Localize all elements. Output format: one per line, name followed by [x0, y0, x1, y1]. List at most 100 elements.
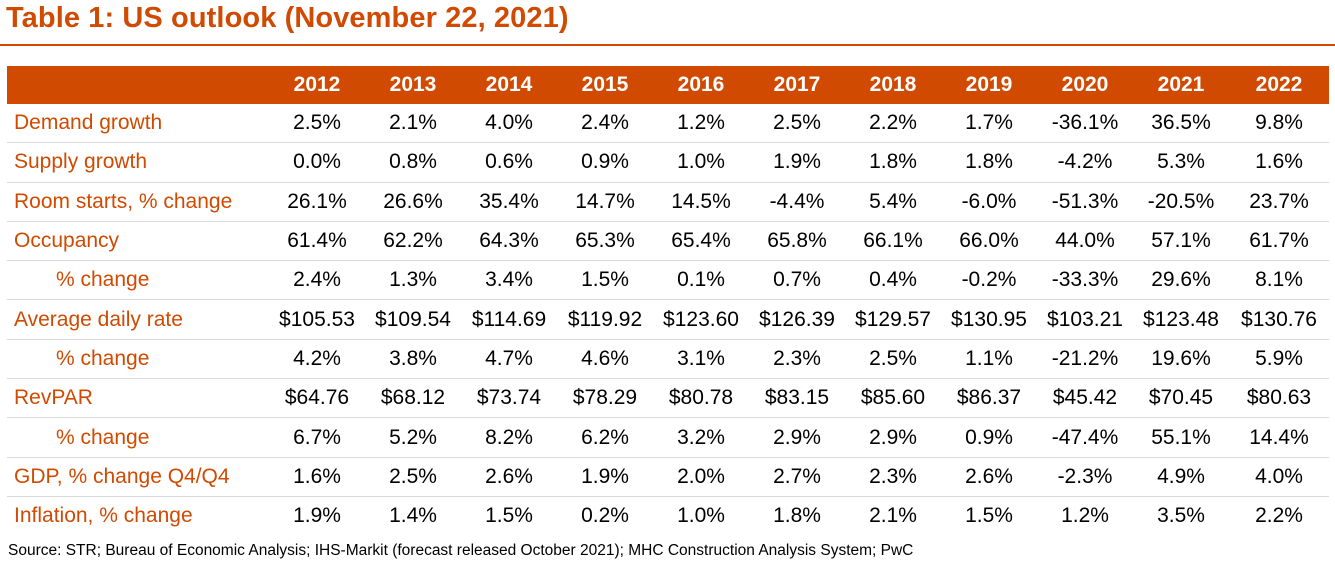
table-cell: $109.54 — [365, 299, 461, 340]
table-cell: 0.1% — [653, 260, 749, 301]
table-cell: 1.0% — [677, 504, 725, 528]
table-cell: 3.4% — [461, 260, 557, 301]
table-cell: 0.9% — [941, 417, 1037, 458]
table-cell: 26.6% — [365, 182, 461, 222]
table-cell: -20.5% — [1133, 182, 1229, 222]
table-cell: 1.9% — [557, 457, 653, 497]
table-cell: 5.9% — [1229, 339, 1329, 380]
table-cell: 1.1% — [941, 339, 1037, 380]
table-cell: -0.2% — [941, 260, 1037, 301]
table-cell: 14.7% — [557, 182, 653, 222]
table-row: Inflation, % change 1.9% 1.4% 1.5% 0.2% 1.0% 1… — [7, 496, 1329, 535]
table-cell: 2.9% — [845, 417, 941, 458]
row-label: Room starts, % change — [7, 182, 269, 222]
row-label: Supply growth — [7, 142, 269, 183]
table-cell: 3.1% — [653, 339, 749, 380]
table-cell: 1.4% — [389, 504, 437, 528]
table-cell: 4.7% — [461, 339, 557, 380]
table-cell: 0.0% — [269, 142, 365, 183]
table-cell: $123.48 — [1133, 299, 1229, 340]
table-cell: 1.7% — [941, 104, 1037, 144]
table-cell: 1.5% — [965, 504, 1013, 528]
row-label: % change — [7, 339, 269, 380]
table-cell: 36.5% — [1133, 104, 1229, 144]
table-cell: 2.1% — [365, 104, 461, 144]
table-cell: -51.3% — [1037, 182, 1133, 222]
row-label: GDP, % change Q4/Q4 — [7, 457, 269, 497]
table-cell: 62.2% — [365, 221, 461, 262]
source-note: Source: STR; Bureau of Economic Analysis… — [8, 542, 914, 559]
column-header-year: 2020 — [1037, 66, 1133, 104]
column-header-year: 2012 — [269, 66, 365, 104]
table-cell: 0.8% — [365, 142, 461, 183]
column-header-year: 2017 — [749, 66, 845, 104]
table-cell: 66.0% — [941, 221, 1037, 262]
column-header-year: 2022 — [1229, 66, 1329, 104]
table-cell: 6.7% — [269, 417, 365, 458]
table-cell: 2.5% — [365, 457, 461, 497]
table-cell: 1.0% — [653, 142, 749, 183]
table-cell: 26.1% — [269, 182, 365, 222]
table-cell: 0.9% — [557, 142, 653, 183]
table-cell: $119.92 — [557, 299, 653, 340]
table-cell: $85.60 — [845, 378, 941, 419]
table-cell: 0.2% — [581, 504, 629, 528]
table-cell: -21.2% — [1037, 339, 1133, 380]
table-cell: 8.2% — [461, 417, 557, 458]
table-row: Occupancy 61.4% 62.2% 64.3% 65.3% 65.4% 65.8% 6… — [7, 221, 1329, 262]
table-cell: 55.1% — [1133, 417, 1229, 458]
table-row: Supply growth 0.0% 0.8% 0.6% 0.9% 1.0% 1.9% 1.8… — [7, 142, 1329, 183]
table-cell: $103.21 — [1037, 299, 1133, 340]
table-cell: $80.63 — [1229, 378, 1329, 419]
table-row: Demand growth 2.5% 2.1% 4.0% 2.4% 1.2% 2.5% 2.2… — [7, 104, 1329, 144]
table-cell: $130.76 — [1229, 299, 1329, 340]
header-corner — [7, 66, 269, 104]
table-cell: 2.2% — [845, 104, 941, 144]
table-cell: $80.78 — [653, 378, 749, 419]
table-cell: 1.6% — [1229, 142, 1329, 183]
table-header-row: 2012 2013 2014 2015 2016 2017 2018 2019 2020 2021… — [7, 66, 1329, 104]
table-cell: $126.39 — [749, 299, 845, 340]
table-cell: 4.0% — [1229, 457, 1329, 497]
table-cell: 3.8% — [365, 339, 461, 380]
table-cell: 23.7% — [1229, 182, 1329, 222]
table-cell: 1.8% — [941, 142, 1037, 183]
us-outlook-table: 2012 2013 2014 2015 2016 2017 2018 2019 2020 2021… — [7, 66, 1329, 535]
table-cell: 5.3% — [1133, 142, 1229, 183]
table-cell: 2.6% — [941, 457, 1037, 497]
table-cell: 0.7% — [749, 260, 845, 301]
table-cell: $86.37 — [941, 378, 1037, 419]
table-cell: -4.4% — [749, 182, 845, 222]
table-cell: 65.4% — [653, 221, 749, 262]
table-cell: 2.2% — [1255, 504, 1303, 528]
table-cell: $123.60 — [653, 299, 749, 340]
table-cell: 29.6% — [1133, 260, 1229, 301]
row-label: Demand growth — [7, 104, 269, 144]
table-cell: 1.9% — [293, 504, 341, 528]
table-cell: 2.7% — [749, 457, 845, 497]
table-cell: 4.6% — [557, 339, 653, 380]
table-cell: -2.3% — [1037, 457, 1133, 497]
table-cell: $73.74 — [461, 378, 557, 419]
table-cell: 2.5% — [269, 104, 365, 144]
table-cell: -36.1% — [1037, 104, 1133, 144]
table-cell: 65.8% — [749, 221, 845, 262]
table-cell: 1.8% — [845, 142, 941, 183]
table-row: % change 2.4% 1.3% 3.4% 1.5% 0.1% 0.7% 0.4% -0.2… — [7, 260, 1329, 301]
table-cell: 0.6% — [461, 142, 557, 183]
table-cell: $70.45 — [1133, 378, 1229, 419]
table-cell: 19.6% — [1133, 339, 1229, 380]
table-cell: 2.9% — [749, 417, 845, 458]
table-cell: 14.5% — [653, 182, 749, 222]
title-divider — [0, 44, 1335, 46]
table-cell: 4.0% — [461, 104, 557, 144]
column-header-year: 2013 — [365, 66, 461, 104]
row-label: Occupancy — [7, 221, 269, 262]
table-cell: 2.6% — [461, 457, 557, 497]
table-cell: 61.4% — [269, 221, 365, 262]
table-cell: $68.12 — [365, 378, 461, 419]
table-cell: 4.9% — [1133, 457, 1229, 497]
table-cell: 2.4% — [557, 104, 653, 144]
table-cell: -6.0% — [941, 182, 1037, 222]
table-cell: $105.53 — [269, 299, 365, 340]
